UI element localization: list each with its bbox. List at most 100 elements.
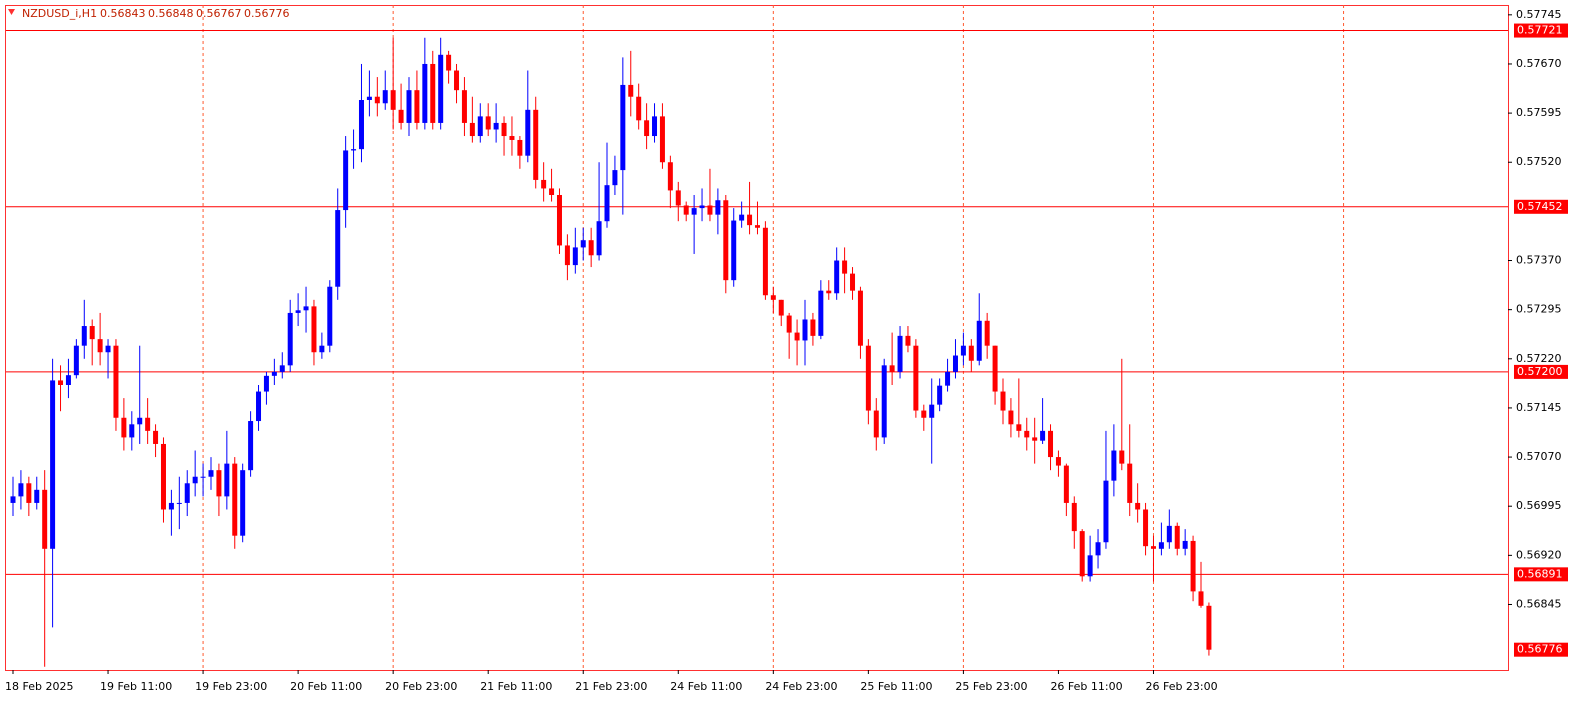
candle-body bbox=[485, 116, 491, 130]
x-tick-label: 24 Feb 23:00 bbox=[765, 680, 837, 693]
x-tick-label: 21 Feb 11:00 bbox=[480, 680, 552, 693]
x-tick-label: 24 Feb 11:00 bbox=[670, 680, 742, 693]
candle-body bbox=[1055, 457, 1061, 466]
candle-body bbox=[129, 424, 135, 438]
candle-body bbox=[406, 90, 412, 123]
candle-body bbox=[34, 489, 40, 503]
candle-body bbox=[976, 320, 982, 361]
y-tick-label: 0.57745 bbox=[1516, 8, 1562, 21]
candle-body bbox=[945, 371, 951, 386]
candle-body bbox=[358, 100, 364, 150]
candle-body bbox=[271, 371, 277, 376]
header-value: 0.56767 bbox=[196, 7, 242, 20]
candle-body bbox=[351, 149, 357, 151]
candle-body bbox=[168, 502, 174, 510]
candle-body bbox=[438, 54, 444, 123]
candle-body bbox=[541, 179, 547, 189]
level-label: 0.56891 bbox=[1517, 567, 1563, 580]
candle-body bbox=[335, 210, 341, 287]
candle-body bbox=[382, 90, 388, 104]
candle-body bbox=[992, 345, 998, 392]
candle-body bbox=[279, 365, 285, 372]
candle-body bbox=[778, 299, 784, 316]
candle-body bbox=[430, 63, 436, 123]
candle-body bbox=[1008, 410, 1014, 425]
candle-body bbox=[770, 295, 776, 300]
candle-body bbox=[398, 109, 404, 123]
candle-body bbox=[1040, 430, 1046, 441]
candle-body bbox=[263, 375, 269, 392]
candle-body bbox=[1071, 502, 1077, 532]
candle-body bbox=[1182, 540, 1188, 549]
candle-body bbox=[1079, 531, 1085, 577]
candle-body bbox=[1158, 542, 1164, 549]
candle-body bbox=[1032, 437, 1038, 441]
candle-body bbox=[493, 122, 499, 130]
plot-border bbox=[5, 5, 1509, 671]
header-arrow bbox=[8, 9, 15, 15]
candle-body bbox=[454, 70, 460, 91]
candle-body bbox=[1063, 465, 1069, 503]
candle-body bbox=[905, 335, 911, 346]
candle-body bbox=[42, 489, 48, 549]
candle-body bbox=[580, 240, 586, 248]
candle-body bbox=[121, 417, 127, 438]
candle-body bbox=[754, 225, 760, 228]
x-tick-label: 26 Feb 23:00 bbox=[1145, 680, 1217, 693]
candle-body bbox=[556, 195, 562, 246]
candle-body bbox=[850, 273, 856, 291]
candle-body bbox=[667, 162, 673, 191]
level-label-bg bbox=[1514, 199, 1568, 214]
candle-body bbox=[865, 345, 871, 411]
price-label: 0.56776 bbox=[1517, 643, 1563, 656]
x-tick-label: 25 Feb 11:00 bbox=[860, 680, 932, 693]
candle-body bbox=[232, 463, 238, 536]
candle-body bbox=[517, 139, 523, 156]
candle-body bbox=[1127, 463, 1133, 503]
candle-body bbox=[747, 214, 753, 226]
candle-body bbox=[153, 430, 159, 444]
candle-body bbox=[652, 116, 658, 137]
candle-body bbox=[723, 200, 729, 281]
candle-body bbox=[881, 365, 887, 438]
x-tick-label: 19 Feb 23:00 bbox=[195, 680, 267, 693]
candle-body bbox=[699, 205, 705, 209]
candle-body bbox=[105, 345, 111, 353]
y-tick-label: 0.57670 bbox=[1516, 57, 1562, 70]
candle-body bbox=[1048, 430, 1054, 458]
candle-body bbox=[1111, 450, 1117, 481]
candle-body bbox=[176, 502, 182, 504]
header-value: 0.56776 bbox=[244, 7, 290, 20]
candle-body bbox=[897, 335, 903, 372]
candle-body bbox=[564, 245, 570, 266]
candle-body bbox=[921, 410, 927, 418]
candle-body bbox=[1135, 502, 1141, 510]
candle-body bbox=[366, 96, 372, 100]
candle-body bbox=[794, 332, 800, 341]
candle-body bbox=[952, 355, 958, 372]
y-tick-label: 0.56995 bbox=[1516, 499, 1562, 512]
x-tick-label: 19 Feb 11:00 bbox=[100, 680, 172, 693]
candle-body bbox=[644, 120, 650, 137]
candle-body bbox=[160, 443, 166, 510]
candle-body bbox=[192, 476, 198, 484]
y-tick-label: 0.57145 bbox=[1516, 401, 1562, 414]
candle-body bbox=[549, 188, 555, 195]
candle-body bbox=[501, 122, 507, 137]
chart-title: NZDUSD_i,H1 bbox=[22, 7, 97, 20]
level-label: 0.57200 bbox=[1517, 365, 1563, 378]
candle-body bbox=[762, 227, 768, 296]
y-tick-label: 0.57595 bbox=[1516, 106, 1562, 119]
candle-body bbox=[10, 496, 16, 503]
candle-body bbox=[620, 84, 626, 171]
candle-body bbox=[374, 96, 380, 104]
x-tick-label: 20 Feb 11:00 bbox=[290, 680, 362, 693]
candle-body bbox=[73, 345, 79, 376]
level-label: 0.57721 bbox=[1517, 24, 1563, 37]
level-label-bg bbox=[1514, 364, 1568, 379]
candle-body bbox=[89, 326, 95, 340]
candle-body bbox=[802, 319, 808, 341]
candle-body bbox=[208, 470, 214, 477]
candle-body bbox=[572, 247, 578, 266]
